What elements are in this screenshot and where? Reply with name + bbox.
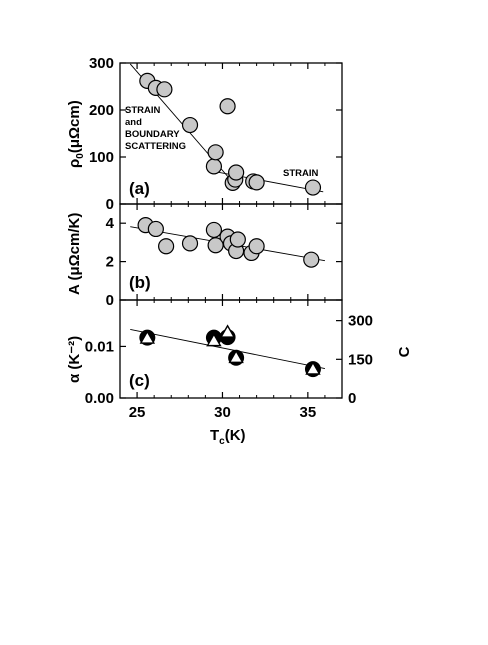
panel-a-ylabel-main: ρ: [66, 159, 83, 168]
panel-c-label: (c): [129, 371, 150, 390]
right-tick-label: 150: [348, 351, 373, 368]
panel-b-label: (b): [129, 273, 151, 292]
annotation-line-3: BOUNDARY: [125, 129, 180, 140]
data-point: [181, 116, 199, 134]
annotation-strain: STRAIN: [283, 168, 319, 179]
panel-a-points: [139, 72, 322, 196]
y-tick-label: 2: [106, 254, 114, 271]
annotation-strain-boundary: STRAIN and BOUNDARY SCATTERING: [125, 105, 186, 152]
y-tick-label: 200: [89, 102, 114, 119]
fit-line: [207, 169, 324, 193]
c-point: [228, 349, 244, 364]
data-point: [156, 81, 173, 98]
panel-a-label: (a): [129, 179, 150, 198]
y-tick-label: 0: [106, 292, 114, 309]
panel-c-ylabel: α (K⁻²): [66, 336, 83, 383]
data-point: [229, 231, 246, 248]
data-point: [205, 158, 223, 175]
right-tick-label: 0: [348, 390, 356, 407]
data-point: [205, 221, 223, 239]
y-tick-label: 0: [106, 196, 114, 213]
panel-c-xlabel: Tc(K): [210, 427, 246, 447]
data-point: [219, 98, 236, 115]
panel-c-right-ticks: [336, 320, 342, 399]
panel-c-points: [139, 324, 321, 378]
y-tick-label: 100: [89, 149, 114, 166]
data-point: [207, 144, 224, 161]
data-point: [147, 220, 164, 238]
annotation-line-4: SCATTERING: [125, 141, 186, 152]
data-point: [158, 238, 175, 255]
c-point: [139, 330, 156, 344]
x-tick-label: 30: [214, 404, 231, 421]
data-point: [248, 174, 265, 191]
panel-a-ylabel-sub: 0: [75, 153, 86, 159]
panel-a-ticks: [120, 62, 342, 205]
x-tick-label: 35: [300, 404, 317, 421]
panel-a-ylabel: ρ0(μΩcm): [66, 100, 86, 168]
annotation-line-2: and: [125, 117, 142, 128]
panel-a-ylabel-rest: (μΩcm): [66, 100, 83, 153]
panel-c-fit-lines: [130, 328, 326, 370]
annotation-line-1: STRAIN: [125, 105, 161, 116]
panel-c-xlabel-rest: (K): [225, 427, 246, 444]
panel-c-frame: [119, 299, 343, 399]
y-tick-label: 0.00: [85, 390, 114, 407]
x-tick-label: 25: [129, 404, 146, 421]
panel-c-ytick-labels: 0.00 0.01: [85, 338, 114, 407]
y-tick-label: 300: [89, 55, 114, 72]
y-tick-label: 4: [106, 215, 115, 232]
panel-c-right-tick-labels: 0 150 300: [348, 313, 373, 407]
right-tick-label: 300: [348, 313, 373, 330]
panel-c-right-label: C: [396, 346, 413, 357]
data-point: [303, 251, 320, 268]
panel-c-xtick-labels: 25 30 35: [129, 404, 316, 421]
c-point: [206, 332, 222, 347]
panel-c-ticks: [120, 300, 326, 399]
panel-c-xlabel-main: T: [210, 427, 219, 444]
panel-b-ytick-labels: 0 2 4: [106, 215, 115, 309]
panel-c-xlabel-sub: c: [219, 436, 225, 447]
panel-b: 0 2 4 (b) A (μΩcm/K): [66, 203, 343, 309]
data-point: [207, 237, 224, 254]
data-point: [248, 238, 265, 255]
data-point: [181, 235, 199, 252]
c-point: [219, 324, 236, 338]
c-point: [305, 361, 321, 375]
panel-a-ytick-labels: 0 100 200 300: [89, 55, 114, 213]
y-tick-label: 0.01: [85, 338, 114, 355]
data-point: [304, 179, 322, 196]
panel-b-ylabel: A (μΩcm/K): [66, 213, 83, 295]
fit-line: [130, 328, 326, 370]
panel-c: 0.00 0.01 0 150 300 25 30 35 (c) α (K⁻²) C Tc…: [66, 299, 413, 447]
data-point: [228, 164, 245, 181]
panel-b-points: [137, 217, 320, 268]
